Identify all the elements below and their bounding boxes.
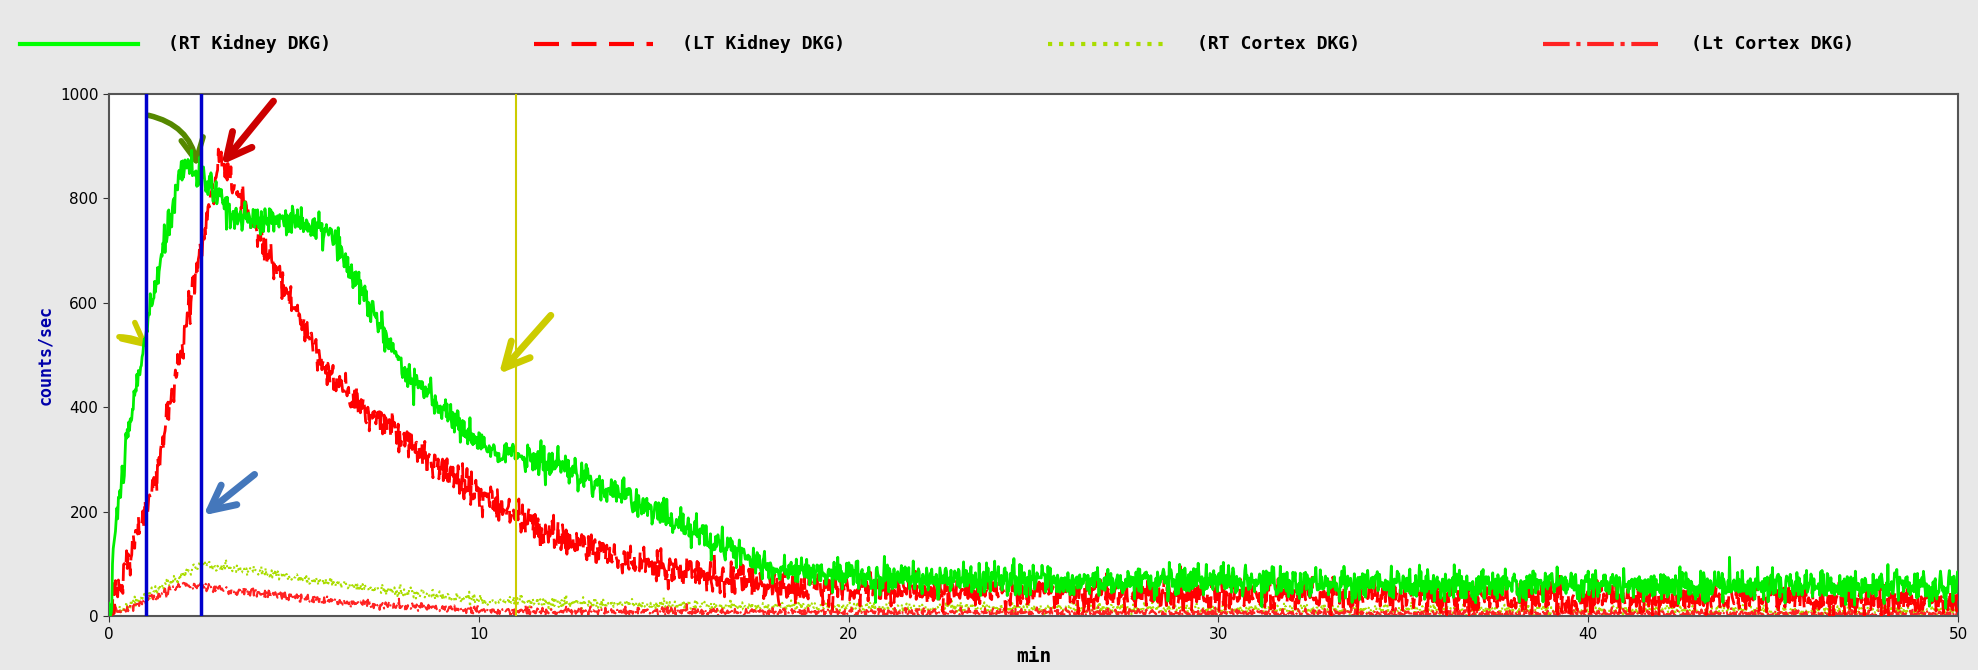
Text: (RT Cortex DKG): (RT Cortex DKG) xyxy=(1197,35,1359,52)
Y-axis label: counts/sec: counts/sec xyxy=(36,305,53,405)
X-axis label: min: min xyxy=(1017,647,1050,667)
Text: (LT Kidney DKG): (LT Kidney DKG) xyxy=(682,34,845,53)
Text: (Lt Cortex DKG): (Lt Cortex DKG) xyxy=(1691,35,1853,52)
Text: (RT Kidney DKG): (RT Kidney DKG) xyxy=(168,34,330,53)
